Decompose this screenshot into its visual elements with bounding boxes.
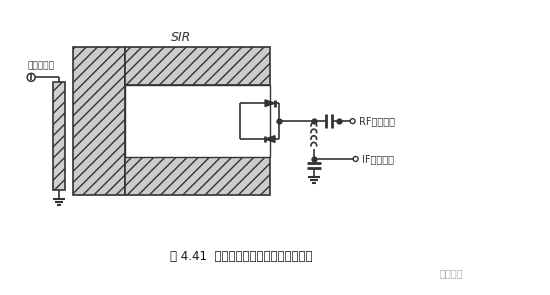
Text: SIR: SIR: [171, 32, 191, 45]
Text: IF（输出）: IF（输出）: [361, 154, 394, 164]
FancyBboxPatch shape: [53, 82, 65, 190]
Bar: [125, 157, 270, 195]
Polygon shape: [265, 136, 275, 142]
Bar: [125, 47, 270, 85]
Polygon shape: [265, 100, 275, 106]
Text: RF（输入）: RF（输入）: [359, 116, 394, 126]
Bar: [125, 85, 270, 157]
Text: 图 4.41  单个平衡混频器的基本电路结构: 图 4.41 单个平衡混频器的基本电路结构: [170, 250, 313, 263]
Text: 奋斗范儿: 奋斗范儿: [439, 268, 463, 278]
Bar: [73, 47, 125, 195]
Text: 本机振荡器: 本机振荡器: [27, 61, 54, 71]
